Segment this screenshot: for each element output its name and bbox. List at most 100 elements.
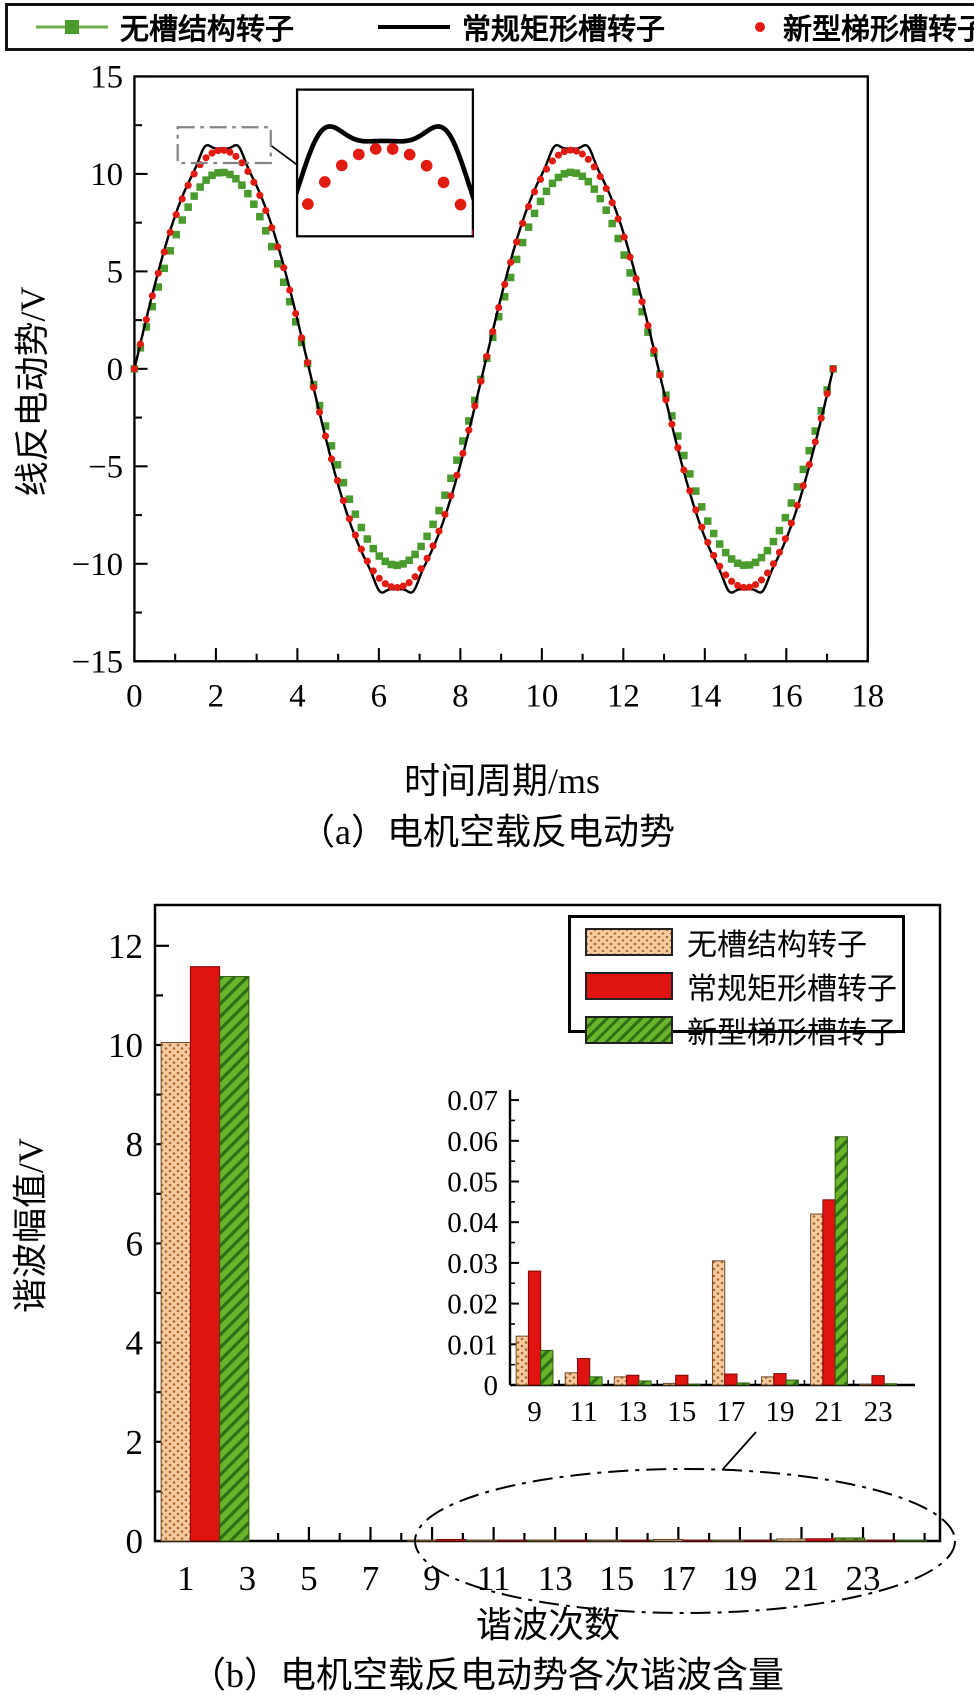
series-slotless-square-marker [250,200,258,208]
series-trapezoid-slot-dot-marker [435,527,443,535]
bar-inset [675,1374,689,1386]
x-tick-label: 6 [371,678,387,714]
series-trapezoid-slot-dot-marker [304,359,312,367]
series-trapezoid-slot-dot-marker [208,149,216,157]
series-slotless-square-marker [512,255,521,264]
inset-red-dot-marker [285,226,297,238]
inset-x-tick-label: 11 [570,1396,598,1428]
y-tick-label: 4 [126,1324,144,1363]
series-slotless-square-marker [196,183,204,191]
series-slotless-square-marker [674,432,682,440]
series-slotless-square-marker [148,302,157,311]
series-slotless-square-marker [811,427,820,435]
bar-inset [859,1383,873,1386]
chart-a-ylabel: 线反电动势/V [13,286,53,497]
legend-label: 常规矩形槽转子 [687,973,897,1006]
series-slotless-square-marker [626,269,634,277]
series-trapezoid-slot-dot-marker [620,233,628,241]
series-trapezoid-slot-dot-marker [310,383,318,392]
series-trapezoid-slot-dot-marker [525,202,533,211]
series-slotless-square-marker [471,396,479,405]
series-trapezoid-slot-dot-marker [244,167,252,175]
bar-inset [589,1376,603,1386]
chart-b-legend: 无槽结构转子 常规矩形槽转子 新型梯形槽转子 [568,915,905,1050]
series-slotless-square-marker [435,506,443,515]
bar-inset [785,1379,799,1386]
chart-a-legend: 无槽结构转子 常规矩形槽转子 新型梯形槽转子 [5,3,974,51]
series-slotless-square-marker [787,499,796,507]
series-slotless-square-marker [226,170,234,179]
inset-red-dot-marker [319,176,331,188]
series-slotless-square-marker [488,333,497,342]
inset-connector-line [722,1431,757,1470]
bar-main [219,976,250,1542]
bar-main [653,1538,684,1542]
series-trapezoid-slot-dot-marker [698,523,706,531]
series-slotless-square-marker [232,174,240,183]
series-trapezoid-slot-dot-marker [763,569,772,577]
series-trapezoid-slot-dot-marker [722,571,730,579]
series-slotless-square-marker [769,537,778,546]
series-trapezoid-slot-dot-marker [489,328,497,336]
series-slotless-square-marker [273,260,282,268]
series-slotless-square-marker [638,307,646,316]
series-trapezoid-slot-dot-marker [787,519,795,527]
y-tick-label: 6 [126,1224,144,1263]
series-trapezoid-slot-dot-marker [220,146,228,154]
y-tick-label: 10 [90,157,123,193]
y-tick-label: 2 [126,1423,144,1462]
inset-black-line [297,124,473,205]
inset-x-tick-label: 9 [527,1396,542,1428]
series-trapezoid-slot-dot-marker [513,238,521,246]
series-slotless-square-marker [506,273,515,282]
bar-main [189,966,221,1542]
red-solid-swatch-icon [585,972,673,1000]
series-slotless-square-marker [423,532,431,541]
inset-x-tick-label: 17 [716,1396,745,1428]
series-slotless-square-marker [590,185,599,193]
series-slotless-square-marker [721,548,730,557]
y-tick-label: 10 [108,1026,143,1065]
x-tick-label: 12 [607,678,640,714]
series-trapezoid-slot-dot-marker [793,501,801,509]
series-slotless-square-marker [279,278,288,287]
tan-dotted-swatch-icon [585,928,673,956]
series-trapezoid-slot-dot-marker [740,583,748,591]
x-tick-label: 14 [688,678,721,714]
series-trapezoid-slot-dot-marker [214,146,222,155]
series-trapezoid-slot-dot-marker [292,309,300,318]
series-trapezoid-slot-dot-marker [202,154,210,162]
bar-inset [576,1358,591,1386]
series-trapezoid-slot-dot-marker [566,146,574,154]
series-trapezoid-slot-dot-marker [560,147,568,156]
series-slotless-square-marker [751,558,760,567]
series-trapezoid-slot-dot-marker [656,371,664,379]
series-trapezoid-slot-dot-marker [811,438,819,446]
series-slotless-square-marker [608,219,616,228]
series-trapezoid-slot-dot-marker [495,303,503,312]
x-tick-label: 13 [538,1559,573,1598]
series-trapezoid-slot-dot-marker [321,432,330,440]
series-slotless-square-marker [620,251,628,259]
x-tick-label: 16 [770,678,803,714]
series-slotless-square-marker [530,209,539,218]
bar-inset [883,1383,898,1386]
legend-row-slotless: 无槽结构转子 [571,920,902,964]
series-slotless-square-marker [781,513,790,522]
legend-label: 常规矩形槽转子 [461,14,665,46]
series-slotless-square-marker [238,181,246,189]
series-slotless-square-marker [578,172,587,181]
bar-inset [711,1260,726,1386]
series-trapezoid-slot-dot-marker [429,542,437,550]
series-trapezoid-slot-dot-marker [399,582,407,590]
series-slotless-square-marker [351,510,360,518]
series-slotless-square-marker [429,520,437,529]
y-tick-label: −5 [88,450,123,486]
inset-y-tick-label: 0.05 [447,1167,498,1199]
series-trapezoid-slot-dot-marker [590,163,598,171]
series-trapezoid-slot-dot-marker [393,583,401,592]
bar-inset [773,1373,787,1386]
series-trapezoid-slot-dot-marker [644,322,652,330]
series-slotless-square-marker [703,517,712,525]
legend-item-slotless: 无槽结构转子 [34,6,294,48]
